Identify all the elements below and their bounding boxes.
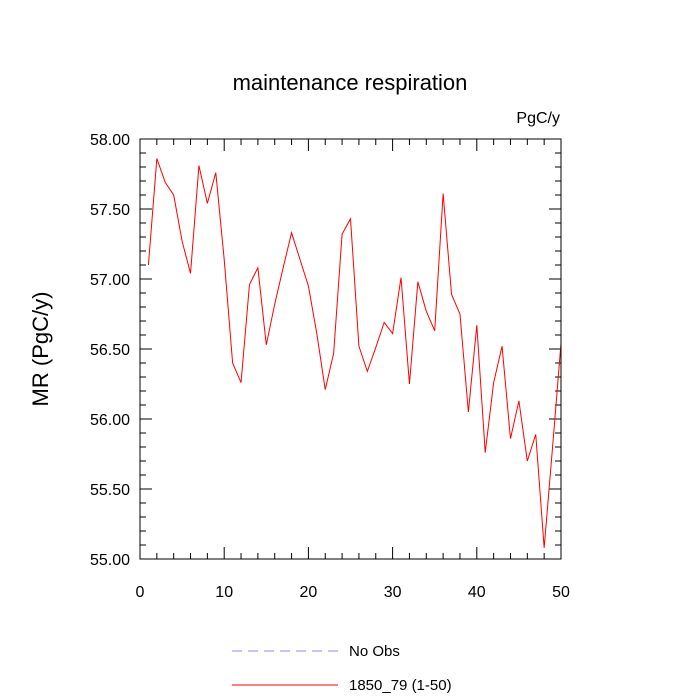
y-tick-label: 57.50 bbox=[90, 202, 130, 219]
legend-label: 1850_79 (1-50) bbox=[349, 677, 452, 694]
units-label: PgC/y bbox=[516, 110, 560, 127]
x-tick-label: 0 bbox=[136, 584, 145, 601]
y-axis-label: MR (PgC/y) bbox=[28, 292, 53, 407]
legend-label: No Obs bbox=[349, 643, 400, 660]
x-tick-label: 20 bbox=[300, 584, 318, 601]
y-tick-label: 56.50 bbox=[90, 342, 130, 359]
chart-title: maintenance respiration bbox=[233, 70, 468, 95]
plot-series bbox=[147, 158, 562, 548]
x-tick-label: 40 bbox=[468, 584, 486, 601]
plot-frame bbox=[139, 138, 562, 560]
x-tick-label: 10 bbox=[215, 584, 233, 601]
x-tick-label: 30 bbox=[384, 584, 402, 601]
axis-ticks: 0 10 20 30 40 50 55.00 55.50 56.00 56.50 57.00 57.5… bbox=[90, 132, 570, 601]
legend: No Obs 1850_79 (1-50) bbox=[232, 643, 452, 694]
y-tick-label: 56.00 bbox=[90, 412, 130, 429]
y-tick-label: 55.00 bbox=[90, 552, 130, 569]
y-tick-label: 58.00 bbox=[90, 132, 130, 149]
x-tick-label: 50 bbox=[552, 584, 570, 601]
y-tick-label: 55.50 bbox=[90, 482, 130, 499]
y-tick-label: 57.00 bbox=[90, 272, 130, 289]
series-line bbox=[147, 158, 562, 548]
